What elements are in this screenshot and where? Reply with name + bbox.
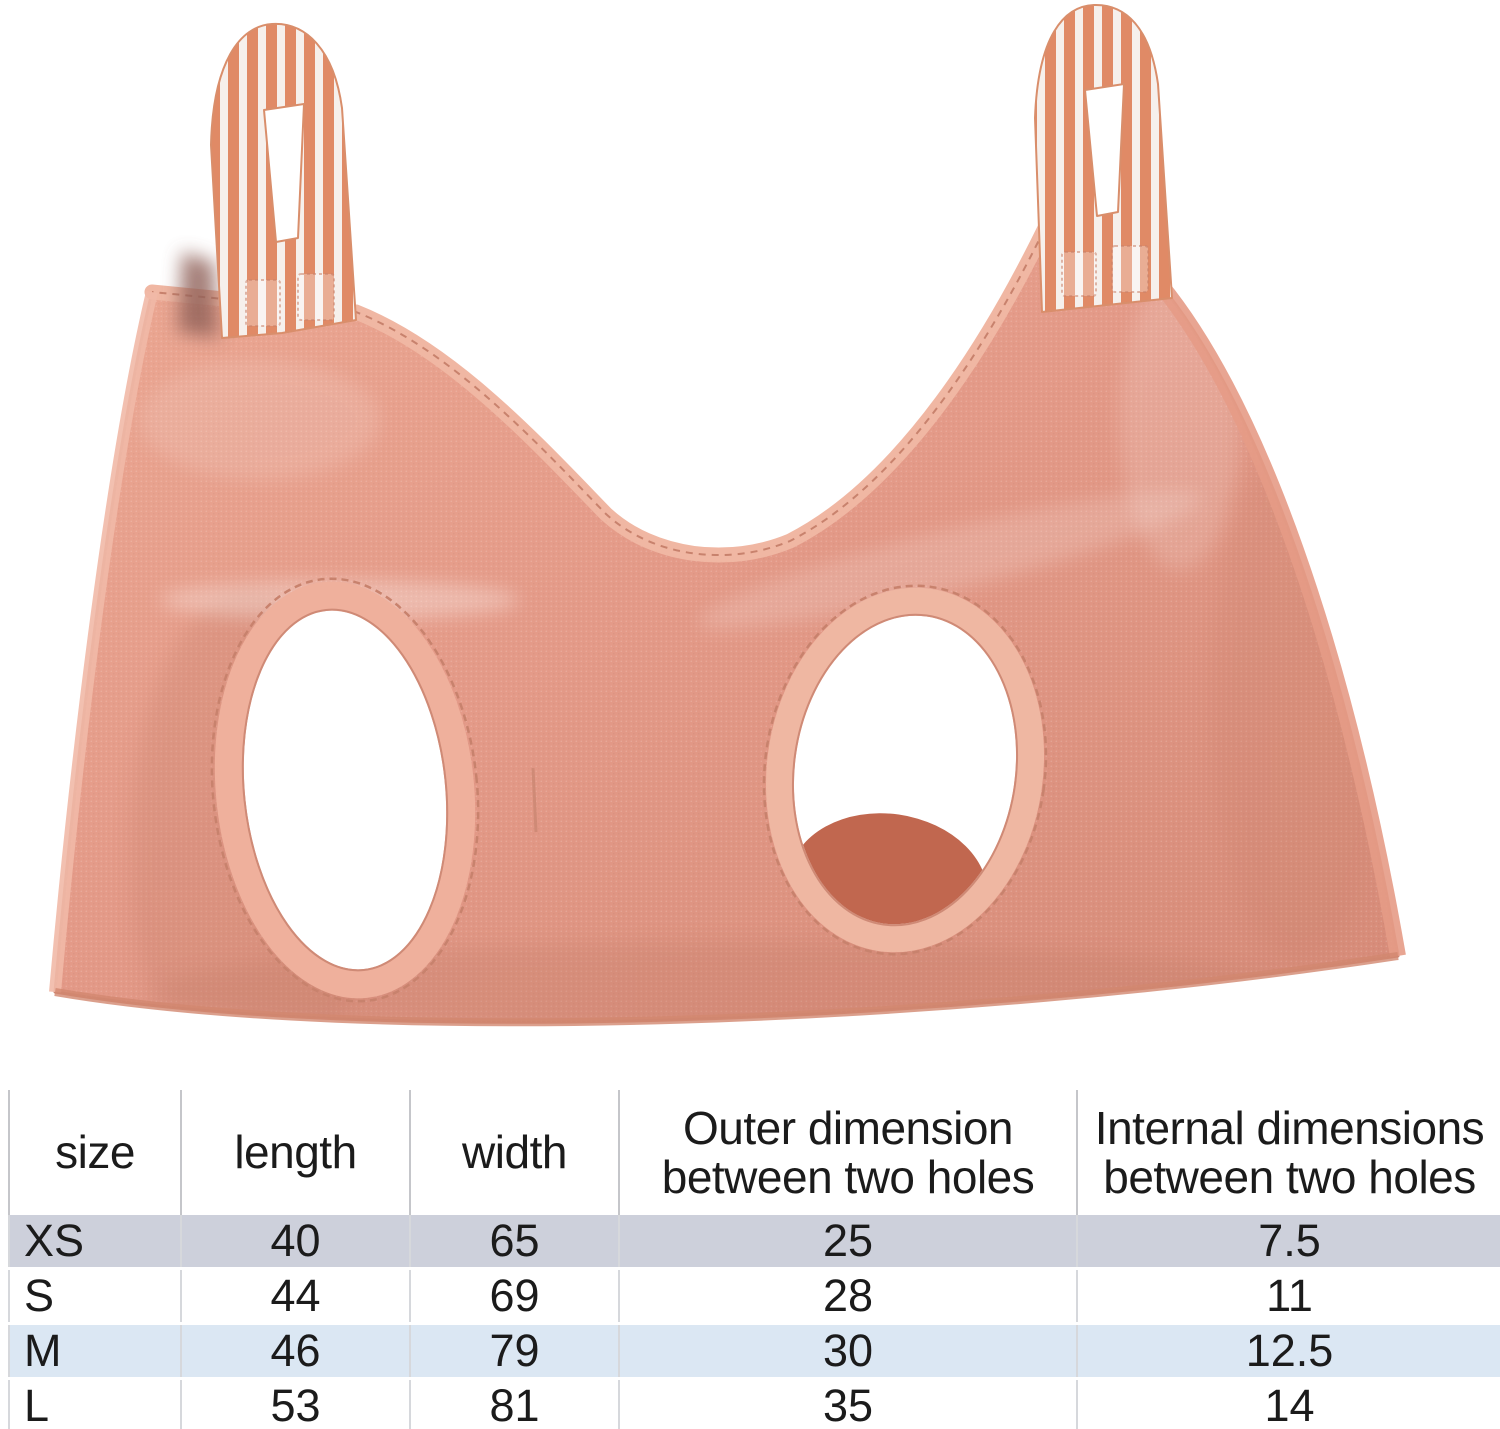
size-table: size length width Outer dimension betwee… — [8, 1090, 1500, 1429]
strap-stitch-box — [245, 279, 281, 327]
right-leg-hole — [762, 584, 1048, 956]
strap-stitch-box — [1111, 245, 1149, 293]
size-value: XS — [8, 1215, 181, 1270]
length-value: 44 — [180, 1268, 410, 1325]
hammock-illustration — [49, 3, 1406, 1027]
internal-value: 11 — [1076, 1268, 1500, 1325]
width-value: 81 — [409, 1378, 619, 1429]
size-value: M — [8, 1323, 181, 1380]
strap-stitch-box — [297, 273, 335, 321]
outer-value: 35 — [618, 1378, 1077, 1429]
strap-fold-shadow — [178, 252, 218, 338]
table-row-m: M 46 79 30 12.5 — [8, 1323, 1500, 1380]
column-header-width: width — [409, 1090, 619, 1215]
product-photo — [49, 3, 1406, 1027]
table-header-row: size length width Outer dimension betwee… — [8, 1090, 1500, 1215]
outer-value: 28 — [618, 1268, 1077, 1325]
outer-value: 30 — [618, 1323, 1077, 1380]
size-value: S — [8, 1268, 181, 1325]
right-strap — [1034, 3, 1173, 313]
size-chart: size length width Outer dimension betwee… — [0, 1090, 1500, 1429]
left-leg-hole — [210, 577, 480, 1003]
length-value: 40 — [180, 1215, 410, 1270]
left-strap — [210, 22, 357, 339]
column-header-size: size — [8, 1090, 181, 1215]
strap-stitch-box — [1061, 251, 1097, 297]
table-row-l: L 53 81 35 14 — [8, 1378, 1500, 1429]
internal-value: 12.5 — [1076, 1323, 1500, 1380]
internal-value: 14 — [1076, 1378, 1500, 1429]
outer-value: 25 — [618, 1215, 1077, 1270]
internal-value: 7.5 — [1076, 1215, 1500, 1270]
width-value: 65 — [409, 1215, 619, 1270]
size-value: L — [8, 1378, 181, 1429]
length-value: 53 — [180, 1378, 410, 1429]
width-value: 69 — [409, 1268, 619, 1325]
width-value: 79 — [409, 1323, 619, 1380]
table-row-s: S 44 69 28 11 — [8, 1268, 1500, 1325]
table-row-xs: XS 40 65 25 7.5 — [8, 1215, 1500, 1270]
column-header-outer: Outer dimension between two holes — [618, 1090, 1077, 1215]
length-value: 46 — [180, 1323, 410, 1380]
column-header-length: length — [180, 1090, 410, 1215]
column-header-internal: Internal dimensions between two holes — [1076, 1090, 1500, 1215]
